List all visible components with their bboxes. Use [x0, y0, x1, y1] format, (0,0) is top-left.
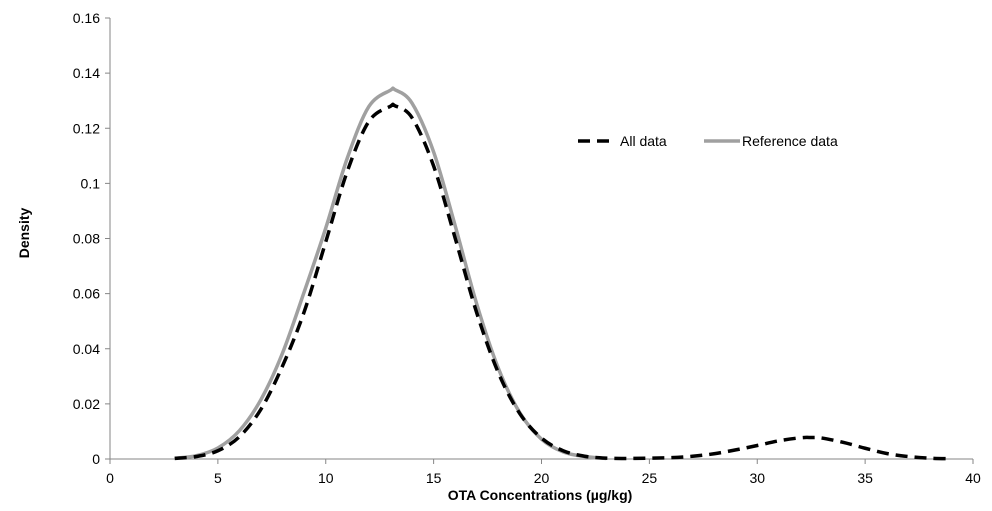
x-tick-label: 35 — [857, 470, 873, 486]
y-tick-label: 0.02 — [73, 396, 100, 412]
x-tick-label: 30 — [749, 470, 765, 486]
y-tick-label: 0.14 — [73, 65, 100, 81]
y-tick-label: 0 — [92, 451, 100, 467]
y-tick-label: 0.12 — [73, 120, 100, 136]
x-axis-title: OTA Concentrations (µg/kg) — [448, 487, 633, 503]
x-tick-label: 20 — [534, 470, 550, 486]
axes: 0 0.02 0.04 0.06 0.08 0.1 0.12 0.14 0.16 0 5 10 15 20… — [73, 10, 981, 486]
x-tick-label: 15 — [426, 470, 442, 486]
y-tick-label: 0.08 — [73, 231, 100, 247]
x-tick-label: 5 — [214, 470, 222, 486]
legend: All data Reference data — [578, 133, 838, 149]
x-tick-label: 25 — [642, 470, 658, 486]
legend-label-all-data: All data — [620, 133, 667, 149]
x-tick-label: 0 — [106, 470, 114, 486]
series-line-reference-data — [174, 86, 607, 461]
y-tick-label: 0.16 — [73, 10, 100, 26]
y-tick-label: 0.1 — [81, 175, 101, 191]
y-axis-title: Density — [16, 208, 32, 259]
series-line-all-data — [174, 102, 952, 461]
y-tick-label: 0.06 — [73, 286, 100, 302]
y-tick-label: 0.04 — [73, 341, 100, 357]
x-tick-label: 40 — [965, 470, 981, 486]
x-tick-label: 10 — [318, 470, 334, 486]
series-lines — [174, 86, 952, 461]
legend-label-reference-data: Reference data — [742, 133, 838, 149]
